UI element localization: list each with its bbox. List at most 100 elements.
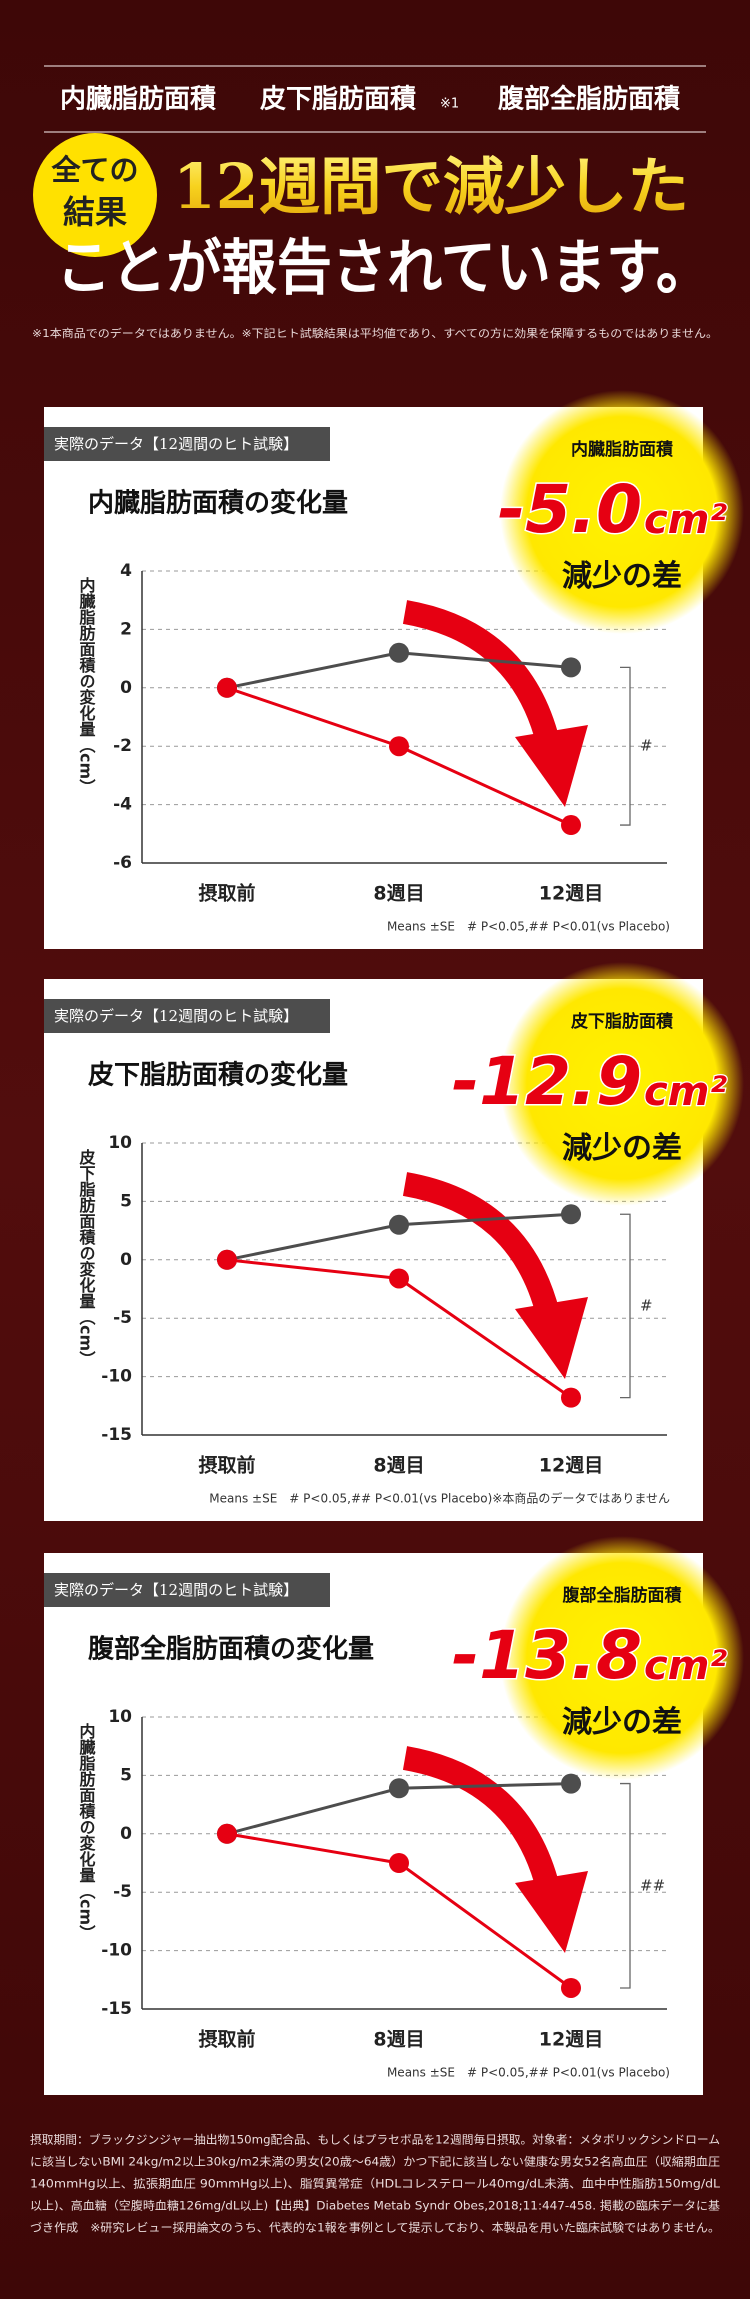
footer-line: 摂取期間：ブラックジンジャー抽出物150mg配合品、もしくはプラセボ品を12週間… bbox=[30, 2133, 720, 2147]
data-point bbox=[389, 736, 409, 757]
callout-circle bbox=[500, 962, 744, 1206]
footer-line: づき作成 ※研究レビュー採用論文のうち、代表的な1報を事例として提示しており、本… bbox=[30, 2221, 720, 2235]
data-point bbox=[389, 1778, 409, 1799]
badge-text: 全ての bbox=[50, 153, 138, 187]
y-tick-label: -5 bbox=[113, 1882, 132, 1902]
data-point bbox=[389, 1268, 409, 1289]
charts: 実際のデータ【12週間のヒト試験】内臓脂肪面積の変化量-6-4-2024内臓脂肪… bbox=[44, 390, 744, 2095]
arrow bbox=[402, 1746, 560, 1892]
y-tick-label: 5 bbox=[120, 1765, 132, 1785]
footer-line: 140mmHg以上、拡張期血圧 90mmHg以上)、脂質異常症（HDLコレステロ… bbox=[30, 2177, 721, 2191]
chart-title: 皮下脂肪面積の変化量 bbox=[88, 1060, 348, 1091]
callout-value: -12.9 bbox=[452, 1043, 642, 1120]
arrow-head bbox=[515, 1297, 588, 1379]
chart-title: 腹部全脂肪面積の変化量 bbox=[87, 1634, 374, 1665]
tag: 実際のデータ【12週間のヒト試験】 bbox=[54, 435, 298, 453]
y-tick-label: 5 bbox=[120, 1191, 132, 1211]
significance: ## bbox=[640, 1876, 665, 1894]
x-tick-label: 12週目 bbox=[539, 1455, 603, 1477]
callout-unit: cm² bbox=[644, 497, 727, 543]
y-tick-label: -10 bbox=[101, 1367, 132, 1387]
y-tick-label: -15 bbox=[101, 1999, 132, 2019]
footer-line: に該当しないBMI 24kg/m2以上30kg/m2未満の男女(20歳〜64歳）… bbox=[30, 2155, 720, 2169]
data-point bbox=[217, 1823, 237, 1844]
y-tick-label: 10 bbox=[108, 1133, 132, 1153]
y-axis-label: 皮下脂肪面積の変化量（cm） bbox=[77, 1148, 97, 1367]
note: Means ±SE # P<0.05,## P<0.01(vs Placebo)… bbox=[209, 1491, 670, 1506]
y-tick-label: -15 bbox=[101, 1425, 132, 1445]
tag-bar bbox=[44, 999, 330, 1033]
y-tick-label: 2 bbox=[120, 619, 132, 639]
y-tick-label: -2 bbox=[113, 736, 132, 756]
callout-caption: 減少の差 bbox=[562, 1131, 682, 1166]
header-item: 内臓脂肪面積 bbox=[60, 85, 216, 115]
arrow-head bbox=[515, 725, 588, 807]
callout-unit: cm² bbox=[644, 1069, 727, 1115]
x-tick-label: 摂取前 bbox=[198, 882, 255, 905]
y-tick-label: -5 bbox=[113, 1308, 132, 1328]
data-point bbox=[217, 1249, 237, 1270]
arrow-head bbox=[515, 1871, 588, 1953]
footer-line: 以上)、高血糖（空腹時血糖126mg/dL以上)【出典】Diabetes Met… bbox=[30, 2199, 721, 2213]
tag-bar bbox=[44, 1573, 330, 1607]
tag: 実際のデータ【12週間のヒト試験】 bbox=[54, 1581, 298, 1599]
chart-title: 内臓脂肪面積の変化量 bbox=[88, 488, 348, 519]
y-tick-label: -10 bbox=[101, 1941, 132, 1961]
data-point bbox=[561, 657, 581, 678]
data-point bbox=[389, 1214, 409, 1235]
bracket bbox=[620, 1213, 631, 1399]
y-tick-label: 0 bbox=[120, 1250, 132, 1270]
y-tick-label: 10 bbox=[108, 1707, 132, 1727]
callout-label: 腹部全脂肪面積 bbox=[563, 1585, 683, 1606]
y-tick-label: -4 bbox=[113, 795, 132, 815]
y-tick-label: 0 bbox=[120, 1824, 132, 1844]
arrow bbox=[402, 1172, 560, 1318]
y-axis-label: 内臓脂肪面積の変化量（cm） bbox=[77, 1722, 97, 1941]
arrow bbox=[402, 600, 560, 746]
callout-value: -5.0 bbox=[498, 471, 642, 548]
data-point bbox=[561, 815, 581, 836]
callout-circle bbox=[500, 390, 744, 634]
footer: 摂取期間：ブラックジンジャー抽出物150mg配合品、もしくはプラセボ品を12週間… bbox=[30, 2133, 721, 2235]
data-point bbox=[561, 1773, 581, 1794]
significance: # bbox=[640, 1296, 653, 1314]
headline: 12週間で減少した bbox=[173, 150, 689, 223]
header-item: 皮下脂肪面積 bbox=[260, 85, 416, 115]
badge-text: 結果 bbox=[63, 193, 127, 231]
x-tick-label: 8週目 bbox=[373, 883, 424, 905]
data-point bbox=[561, 1977, 581, 1998]
data-point bbox=[389, 642, 409, 663]
note-mark: ※1 bbox=[440, 97, 459, 112]
data-point bbox=[389, 1853, 409, 1873]
callout-label: 皮下脂肪面積 bbox=[571, 1011, 674, 1032]
x-tick-label: 摂取前 bbox=[198, 2028, 255, 2051]
tag-bar bbox=[44, 427, 330, 461]
y-tick-label: 0 bbox=[120, 678, 132, 698]
x-tick-label: 12週目 bbox=[539, 883, 603, 905]
note: Means ±SE # P<0.05,## P<0.01(vs Placebo) bbox=[387, 920, 670, 934]
y-tick-label: 4 bbox=[120, 561, 132, 581]
badge bbox=[33, 133, 157, 257]
callout-caption: 減少の差 bbox=[562, 1705, 682, 1740]
callout-caption: 減少の差 bbox=[562, 559, 682, 594]
data-point bbox=[217, 677, 237, 698]
tag: 実際のデータ【12週間のヒト試験】 bbox=[54, 1007, 298, 1025]
data-point bbox=[561, 1204, 581, 1225]
headline: ことが報告されています。 bbox=[56, 234, 711, 304]
bracket bbox=[620, 1782, 631, 1989]
callout-value: -13.8 bbox=[452, 1617, 642, 1694]
bracket bbox=[620, 666, 631, 826]
y-axis-label: 内臓脂肪面積の変化量（cm） bbox=[77, 576, 97, 795]
callout-circle bbox=[500, 1536, 744, 1780]
data-point bbox=[561, 1387, 581, 1408]
callout-unit: cm² bbox=[644, 1643, 727, 1689]
x-tick-label: 12週目 bbox=[539, 2029, 603, 2051]
disclaimer: ※1本商品でのデータではありません。※下記ヒト試験結果は平均値であり、すべての方… bbox=[32, 326, 718, 340]
callout-label: 内臓脂肪面積 bbox=[571, 439, 674, 460]
significance: # bbox=[640, 737, 653, 755]
x-tick-label: 8週目 bbox=[373, 1455, 424, 1477]
x-tick-label: 8週目 bbox=[373, 2029, 424, 2051]
y-tick-label: -6 bbox=[113, 853, 132, 873]
